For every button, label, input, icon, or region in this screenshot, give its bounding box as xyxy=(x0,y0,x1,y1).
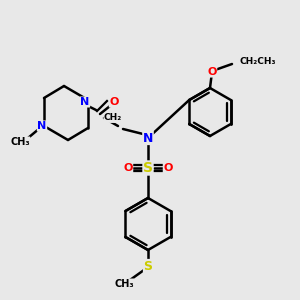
Text: CH₃: CH₃ xyxy=(10,137,30,147)
Text: O: O xyxy=(163,163,173,173)
Text: O: O xyxy=(207,67,217,77)
Text: CH₃: CH₃ xyxy=(114,279,134,289)
Text: N: N xyxy=(38,121,46,131)
Text: O: O xyxy=(109,97,119,107)
Text: N: N xyxy=(143,131,153,145)
Text: CH₂: CH₂ xyxy=(104,113,122,122)
Text: CH₂CH₃: CH₂CH₃ xyxy=(240,58,277,67)
Text: N: N xyxy=(80,97,90,107)
Text: O: O xyxy=(123,163,133,173)
Text: S: S xyxy=(143,260,152,272)
Text: S: S xyxy=(143,161,153,175)
